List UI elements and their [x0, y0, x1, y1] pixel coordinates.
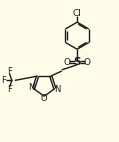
Text: N: N [28, 83, 35, 92]
Text: Cl: Cl [73, 9, 82, 18]
Text: F: F [1, 76, 6, 85]
Text: O: O [84, 58, 91, 67]
Text: O: O [64, 58, 71, 67]
Text: F: F [7, 85, 12, 94]
Text: S: S [73, 57, 81, 67]
Text: O: O [41, 94, 47, 103]
Text: F: F [7, 67, 12, 76]
Text: N: N [54, 85, 60, 94]
